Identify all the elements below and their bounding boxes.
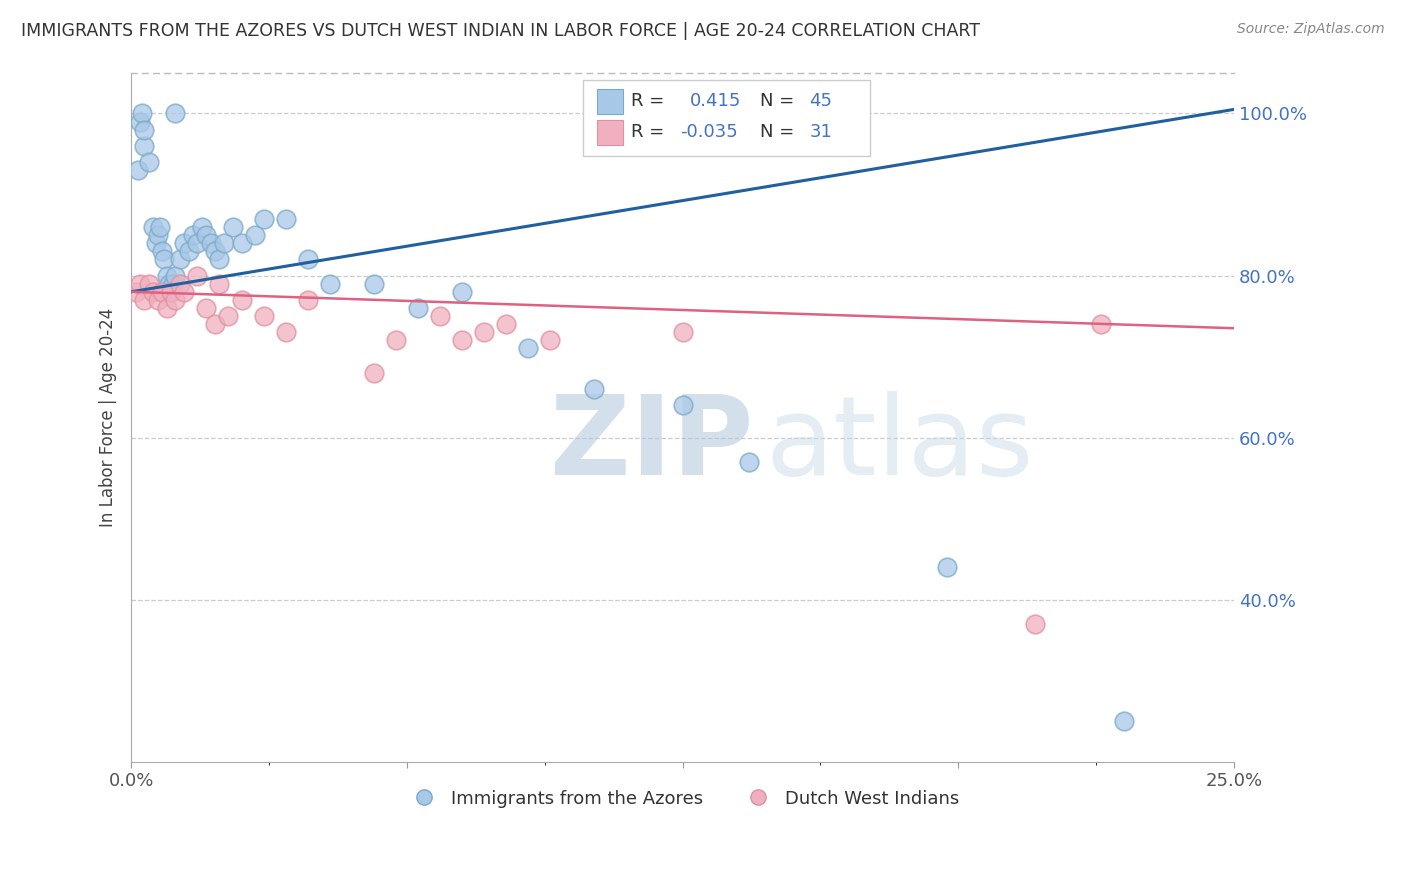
Text: R =: R =	[631, 92, 664, 110]
Point	[150, 244, 173, 259]
Point	[145, 236, 167, 251]
Point	[124, 285, 146, 299]
Point	[217, 309, 239, 323]
Point	[517, 342, 540, 356]
Point	[186, 268, 208, 283]
Text: -0.035: -0.035	[681, 122, 738, 141]
Point	[671, 398, 693, 412]
Text: atlas: atlas	[765, 392, 1033, 499]
Point	[146, 228, 169, 243]
Point	[134, 122, 156, 136]
Point	[155, 268, 177, 283]
Point	[165, 293, 187, 307]
Point	[274, 211, 297, 226]
Point	[177, 244, 200, 259]
Legend: Immigrants from the Azores, Dutch West Indians: Immigrants from the Azores, Dutch West I…	[399, 782, 966, 814]
Point	[671, 326, 693, 340]
Point	[451, 285, 474, 299]
Point	[157, 277, 180, 291]
Point	[127, 163, 149, 178]
Point	[363, 277, 385, 291]
Point	[208, 252, 231, 267]
Point	[129, 114, 152, 128]
Point	[195, 228, 218, 243]
Point	[297, 293, 319, 307]
Point	[134, 139, 156, 153]
Text: ZIP: ZIP	[550, 392, 754, 499]
Point	[274, 326, 297, 340]
Point	[169, 277, 191, 291]
Point	[191, 219, 214, 234]
Point	[252, 309, 274, 323]
Point	[195, 301, 218, 315]
Point	[173, 236, 195, 251]
Point	[129, 277, 152, 291]
FancyBboxPatch shape	[583, 80, 870, 155]
Point	[495, 317, 517, 331]
Point	[204, 244, 226, 259]
Text: 45: 45	[810, 92, 832, 110]
Point	[173, 285, 195, 299]
Point	[134, 293, 156, 307]
Text: N =: N =	[759, 122, 794, 141]
Point	[1090, 317, 1112, 331]
Point	[153, 252, 176, 267]
Point	[181, 228, 204, 243]
FancyBboxPatch shape	[596, 89, 623, 113]
Point	[363, 366, 385, 380]
Point	[318, 277, 340, 291]
Point	[138, 155, 160, 169]
Text: IMMIGRANTS FROM THE AZORES VS DUTCH WEST INDIAN IN LABOR FORCE | AGE 20-24 CORRE: IMMIGRANTS FROM THE AZORES VS DUTCH WEST…	[21, 22, 980, 40]
FancyBboxPatch shape	[596, 120, 623, 145]
Point	[165, 106, 187, 120]
Text: 31: 31	[810, 122, 832, 141]
Point	[538, 334, 561, 348]
Point	[160, 285, 183, 299]
Point	[231, 236, 253, 251]
Point	[212, 236, 235, 251]
Point	[160, 285, 183, 299]
Point	[231, 293, 253, 307]
Text: R =: R =	[631, 122, 664, 141]
Point	[583, 382, 606, 396]
Point	[737, 455, 759, 469]
Text: Source: ZipAtlas.com: Source: ZipAtlas.com	[1237, 22, 1385, 37]
Text: 0.415: 0.415	[690, 92, 741, 110]
Point	[142, 219, 165, 234]
Point	[146, 293, 169, 307]
Point	[142, 285, 165, 299]
Point	[155, 301, 177, 315]
Point	[936, 560, 959, 574]
Point	[208, 277, 231, 291]
Point	[252, 211, 274, 226]
Point	[186, 236, 208, 251]
Point	[162, 277, 184, 291]
Point	[150, 285, 173, 299]
Point	[297, 252, 319, 267]
Point	[406, 301, 429, 315]
Point	[1024, 617, 1046, 632]
Y-axis label: In Labor Force | Age 20-24: In Labor Force | Age 20-24	[100, 308, 117, 527]
Point	[429, 309, 451, 323]
Point	[138, 277, 160, 291]
Point	[149, 219, 172, 234]
Point	[472, 326, 495, 340]
Point	[200, 236, 222, 251]
Point	[221, 219, 243, 234]
Point	[204, 317, 226, 331]
Point	[451, 334, 474, 348]
Point	[169, 252, 191, 267]
Point	[165, 268, 187, 283]
Point	[131, 106, 153, 120]
Point	[1112, 714, 1135, 729]
Point	[385, 334, 408, 348]
Point	[243, 228, 266, 243]
Text: N =: N =	[759, 92, 794, 110]
